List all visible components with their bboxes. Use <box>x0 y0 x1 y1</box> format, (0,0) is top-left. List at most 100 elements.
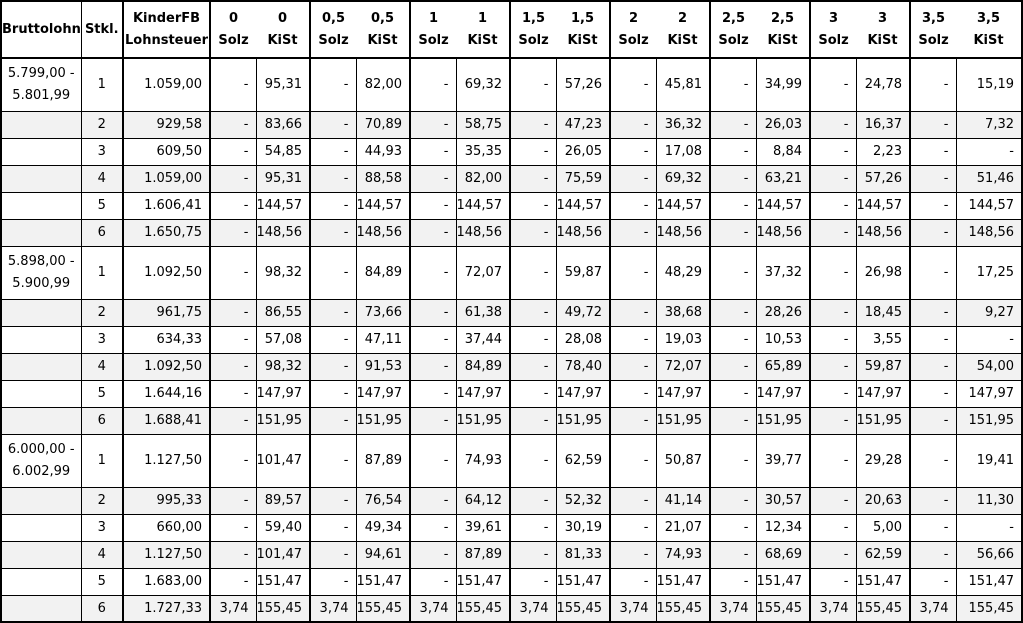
solz-cell: - <box>309 245 357 300</box>
col-header-bruttolohn: Bruttolohn <box>0 0 82 59</box>
solz-cell: - <box>209 137 257 166</box>
solz-cell: - <box>709 218 757 247</box>
col-header-kinderfb-count: 0,5 <box>321 10 346 26</box>
col-header-kinderfb-count: 0 <box>277 10 288 26</box>
col-header-solz-0,5: 0,5 Solz <box>309 0 356 59</box>
table-row: 4 1.127,50-101,47-94,61-87,89-81,33-74,93… <box>0 540 1023 569</box>
solz-cell: - <box>909 57 957 112</box>
solz-cell: - <box>309 298 357 327</box>
kist-cell: 74,93 <box>655 540 711 569</box>
kist-cell: 45,81 <box>655 57 711 112</box>
col-header-solz-1,5: 1,5 Solz <box>509 0 556 59</box>
bruttolohn-range-cell: 6.000,00 - 6.002,99 <box>0 433 82 488</box>
kist-cell: 11,30 <box>955 486 1023 515</box>
lohnsteuer-cell: 1.606,41 <box>122 191 211 220</box>
bruttolohn-empty-cell <box>0 540 82 569</box>
kist-cell: 88,58 <box>355 164 411 193</box>
solz-cell: - <box>809 567 857 596</box>
table-row: 6 1.727,33 3,74 155,45 3,74 155,45 3,74 155,45 3… <box>0 594 1023 623</box>
kist-cell: 39,61 <box>455 513 511 542</box>
solz-cell: - <box>509 379 557 408</box>
col-header-kinderfb-count: 3 <box>877 10 888 26</box>
lohnsteuer-cell: 995,33 <box>122 486 211 515</box>
kist-cell: 21,07 <box>655 513 711 542</box>
kist-cell: 95,31 <box>255 57 311 112</box>
kist-cell: 57,26 <box>555 57 611 112</box>
solz-cell: - <box>209 191 257 220</box>
kist-cell: 19,41 <box>955 433 1023 488</box>
col-header-kinderfb-count: 3 <box>828 10 839 26</box>
solz-cell: - <box>909 540 957 569</box>
solz-cell: - <box>509 245 557 300</box>
kist-cell: 57,26 <box>855 164 911 193</box>
solz-cell: - <box>909 406 957 435</box>
kist-cell: 84,89 <box>455 352 511 381</box>
lohnsteuer-cell: 1.092,50 <box>122 352 211 381</box>
bruttolohn-range-line1: 5.898,00 - <box>7 253 75 269</box>
kist-cell: 8,84 <box>755 137 811 166</box>
kist-cell: 155,45 <box>855 594 911 623</box>
lohnsteuer-cell: 1.683,00 <box>122 567 211 596</box>
kist-cell: 101,47 <box>255 433 311 488</box>
col-header-solz-2,5: 2,5 Solz <box>709 0 756 59</box>
stkl-cell: 2 <box>80 486 124 515</box>
bruttolohn-empty-cell <box>0 325 82 354</box>
solz-cell: - <box>609 325 657 354</box>
solz-cell: - <box>209 164 257 193</box>
solz-cell: - <box>209 298 257 327</box>
kist-cell: 47,23 <box>555 110 611 139</box>
col-header-kist-1,5: 1,5 KiSt <box>555 0 611 59</box>
bruttolohn-empty-cell <box>0 218 82 247</box>
col-header-kinderfb-lohnsteuer: KinderFB Lohnsteuer <box>122 0 211 59</box>
kist-cell: 28,26 <box>755 298 811 327</box>
solz-cell: - <box>409 137 457 166</box>
kist-cell: 72,07 <box>455 245 511 300</box>
bruttolohn-empty-cell <box>0 594 82 623</box>
kist-cell: 65,89 <box>755 352 811 381</box>
solz-cell: - <box>609 406 657 435</box>
solz-cell: 3,74 <box>909 594 957 623</box>
table-row: 5 1.644,16-147,97-147,97-147,97-147,97-14… <box>0 379 1023 408</box>
kist-cell: 30,57 <box>755 486 811 515</box>
col-header-kinderfb-count: 2 <box>677 10 688 26</box>
stkl-cell: 5 <box>80 191 124 220</box>
solz-cell: - <box>709 110 757 139</box>
stkl-cell: 6 <box>80 406 124 435</box>
bruttolohn-range-line1: 5.799,00 - <box>7 65 75 81</box>
kist-cell: 37,44 <box>455 325 511 354</box>
bruttolohn-range-line2: 5.801,99 <box>12 87 71 103</box>
table-row: 2 995,33-89,57-76,54-64,12-52,32-41,14-30… <box>0 486 1023 515</box>
solz-cell: 3,74 <box>709 594 757 623</box>
kist-cell: 148,56 <box>655 218 711 247</box>
solz-cell: - <box>309 486 357 515</box>
kist-cell: 19,03 <box>655 325 711 354</box>
bruttolohn-empty-cell <box>0 513 82 542</box>
table-row: 6.000,00 -6.002,99 1 1.127,50-101,47-87,89… <box>0 433 1023 488</box>
kist-cell: 151,47 <box>255 567 311 596</box>
solz-cell: - <box>609 379 657 408</box>
kist-cell: 155,45 <box>755 594 811 623</box>
kist-cell: 56,66 <box>955 540 1023 569</box>
solz-cell: - <box>209 540 257 569</box>
solz-cell: - <box>409 540 457 569</box>
kist-cell: 58,75 <box>455 110 511 139</box>
solz-cell: - <box>709 486 757 515</box>
table-row: 6 1.688,41-151,95-151,95-151,95-151,95-15… <box>0 406 1023 435</box>
col-header-solz-3: 3 Solz <box>809 0 856 59</box>
solz-cell: - <box>409 406 457 435</box>
col-header-kist-1: 1 KiSt <box>455 0 511 59</box>
solz-cell: - <box>809 245 857 300</box>
solz-cell: 3,74 <box>309 594 357 623</box>
bruttolohn-empty-cell <box>0 567 82 596</box>
solz-cell: - <box>909 513 957 542</box>
solz-cell: - <box>209 513 257 542</box>
kist-cell: 101,47 <box>255 540 311 569</box>
kist-cell: 7,32 <box>955 110 1023 139</box>
kist-cell: 148,56 <box>555 218 611 247</box>
col-header-kinderfb-line1: KinderFB <box>132 10 201 26</box>
kist-cell: 81,33 <box>555 540 611 569</box>
kist-cell: 49,72 <box>555 298 611 327</box>
solz-cell: - <box>909 325 957 354</box>
solz-cell: - <box>609 433 657 488</box>
solz-cell: - <box>409 325 457 354</box>
